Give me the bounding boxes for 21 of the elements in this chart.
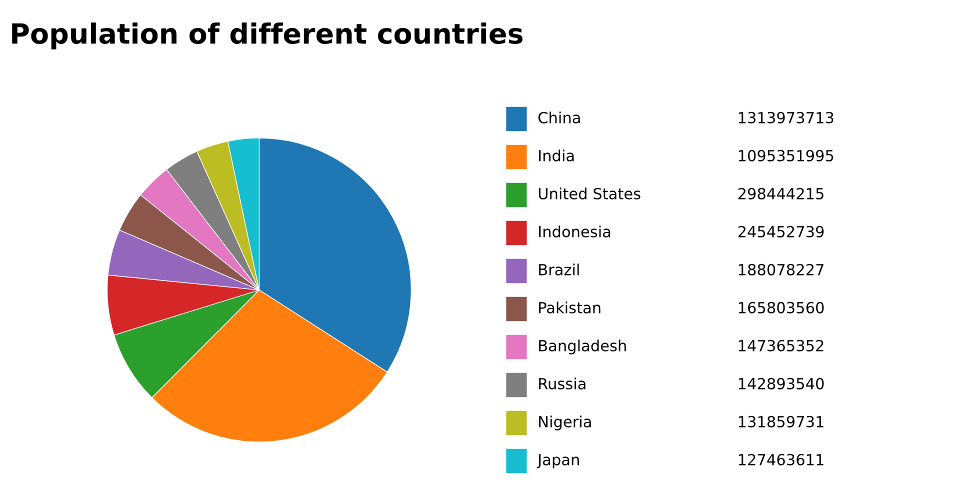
legend-label: China bbox=[538, 112, 580, 124]
legend-label: United States bbox=[538, 188, 640, 200]
chart-title: Population of different countries bbox=[12, 22, 522, 50]
data-label: 245452739 bbox=[738, 226, 824, 238]
data-label: 188078227 bbox=[738, 264, 824, 276]
legend-label: Nigeria bbox=[539, 416, 591, 430]
data-label: 147365352 bbox=[738, 340, 824, 352]
legend-label: Pakistan bbox=[539, 302, 600, 314]
legend-label: Russia bbox=[539, 378, 586, 390]
data-label: 127463611 bbox=[738, 454, 824, 466]
legend-label: Bangladesh bbox=[539, 340, 626, 354]
data-label: 131859731 bbox=[738, 416, 824, 428]
data-label: 165803560 bbox=[738, 302, 824, 314]
data-label: 1313973713 bbox=[738, 112, 834, 124]
legend-label: India bbox=[539, 150, 574, 162]
data-label: 142893540 bbox=[738, 378, 824, 390]
data-label: 298444215 bbox=[738, 188, 824, 200]
legend-label: Japan bbox=[536, 454, 579, 468]
data-label: 1095351995 bbox=[738, 150, 834, 162]
legend-label: Brazil bbox=[539, 264, 579, 276]
legend-label: Indonesia bbox=[539, 226, 610, 238]
